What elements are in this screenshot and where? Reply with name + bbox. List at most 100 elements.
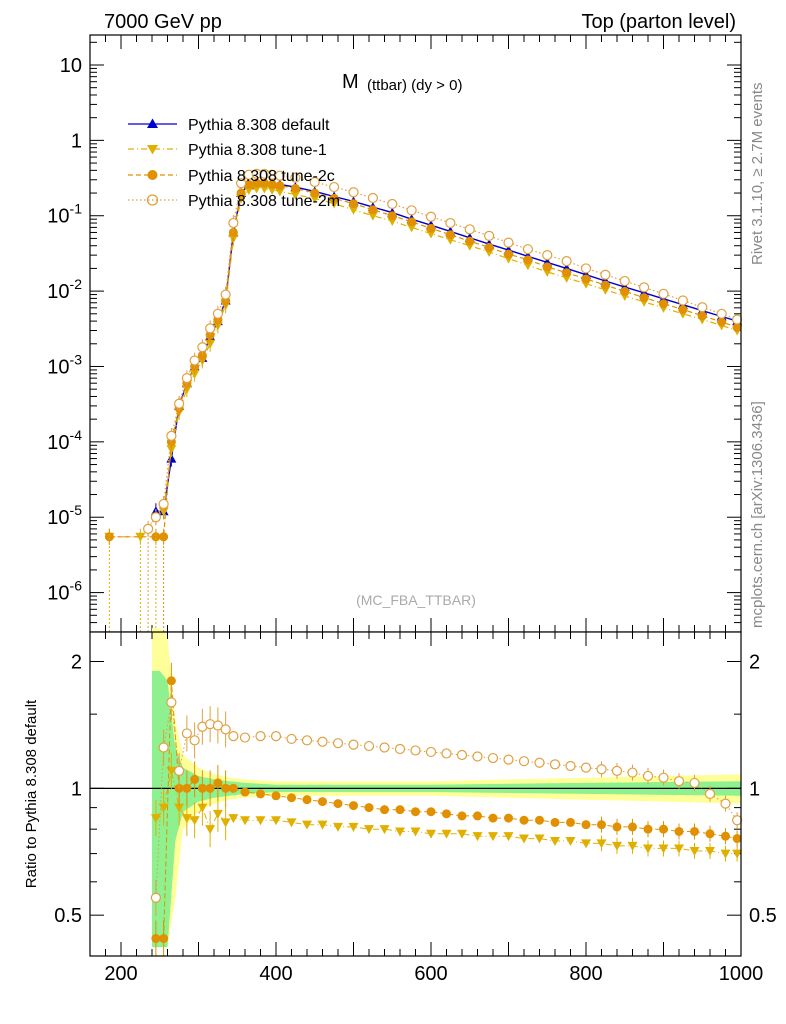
data-point (503, 237, 514, 248)
ratio-point (550, 836, 560, 846)
data-point (406, 223, 417, 233)
ratio-point (425, 746, 437, 758)
legend: Pythia 8.308 default Pythia 8.308 tune-1… (128, 117, 340, 210)
ratio-point (673, 776, 685, 787)
ratio-point (658, 844, 669, 854)
data-point (580, 263, 592, 274)
ratio-point (565, 836, 576, 846)
data-point (522, 244, 533, 255)
main-y-tick-label: 10-6 (47, 578, 82, 605)
data-point (367, 211, 378, 221)
ratio-point (566, 817, 575, 827)
ratio-point (239, 732, 251, 743)
ratio-point (549, 759, 561, 770)
main-axis-ticks: 10-6 10-5 10-4 10-3 10-2 10-1 1 10 (47, 35, 742, 632)
ratio-point (689, 777, 700, 789)
ratio-point (380, 805, 389, 815)
ratio-point (286, 818, 297, 828)
ratio-x-tick-label: 1000 (719, 963, 764, 985)
legend-marker-tune2c (147, 170, 158, 180)
ratio-point (442, 809, 451, 819)
data-point (290, 190, 301, 200)
ratio-point (255, 731, 266, 742)
ratio-point (410, 827, 421, 837)
legend-marker-default (147, 118, 158, 128)
ratio-point (628, 822, 637, 832)
ratio-point (456, 749, 468, 761)
ratio-point (270, 731, 282, 742)
watermark: (MC_FBA_TTBAR) (356, 592, 476, 608)
chart-title-sub: (ttbar) (dy > 0) (367, 77, 462, 94)
ratio-point (212, 809, 223, 819)
ratio-point (394, 743, 406, 755)
ratio-point (534, 834, 545, 844)
legend-marker-tune2m (146, 194, 159, 206)
main-y-tick-label: 10-3 (47, 351, 82, 378)
ratio-axis-ticks: 0.5 0.5 1 1 2 2 200 400 600 800 1000 (54, 632, 777, 985)
data-point (504, 249, 513, 259)
data-point (189, 355, 200, 366)
ratio-point (457, 811, 467, 821)
main-y-tick-label: 1 (71, 130, 82, 152)
ratio-point (221, 783, 231, 793)
ratio-point (333, 799, 343, 809)
data-point (367, 192, 378, 204)
ratio-point (182, 783, 192, 793)
ratio-point (213, 778, 223, 788)
data-point (150, 512, 161, 523)
data-point (732, 314, 743, 325)
legend-label-tune1: Pythia 8.308 tune-1 (188, 142, 327, 159)
main-y-tick-label: 10-4 (47, 427, 82, 454)
legend-entry-tune2c: Pythia 8.308 tune-2c (128, 168, 335, 185)
data-point (658, 288, 669, 299)
ratio-point (488, 832, 498, 842)
legend-label-tune2m: Pythia 8.308 tune-2m (188, 193, 340, 210)
data-point (425, 211, 437, 222)
ratio-point (395, 805, 405, 815)
ratio-point (256, 789, 265, 799)
data-point (445, 230, 455, 240)
ratio-point (611, 765, 623, 776)
ratio-point (301, 735, 313, 746)
data-point (158, 498, 169, 510)
ratio-point (151, 934, 161, 944)
data-point (697, 311, 707, 321)
ratio-point (286, 733, 297, 745)
ratio-point (659, 824, 668, 834)
ratio-point (487, 752, 499, 764)
data-point (236, 178, 247, 189)
ratio-point (205, 783, 215, 793)
ratio-point (596, 839, 607, 849)
data-point (620, 286, 630, 296)
ratio-point (240, 816, 250, 826)
ratio-point (174, 765, 185, 776)
ratio-point (181, 814, 192, 824)
ratio-point (472, 832, 483, 842)
ratio-point (181, 728, 192, 739)
ratio-series-group (150, 662, 743, 956)
data-point (274, 187, 285, 197)
ratio-y-tick-label-right: 0.5 (749, 905, 777, 927)
ratio-point (720, 798, 731, 809)
ratio-point (348, 822, 359, 832)
data-point (290, 172, 301, 183)
data-point (639, 282, 650, 293)
ratio-point (317, 736, 328, 747)
ratio-point (534, 757, 545, 768)
ratio-point (519, 815, 529, 825)
ratio-point (205, 825, 216, 835)
data-point (252, 178, 262, 188)
data-point (166, 430, 177, 441)
mcplots-label: mcplots.cern.ch [arXiv:1306.3436] (749, 401, 766, 628)
ratio-point (565, 760, 576, 772)
data-point (387, 198, 398, 210)
ratio-point (302, 820, 312, 830)
data-point (309, 176, 320, 188)
data-point (228, 217, 239, 229)
ratio-point (518, 756, 530, 767)
data-point (159, 532, 169, 542)
chart-title-main: M (342, 71, 359, 93)
ratio-point (197, 783, 207, 793)
legend-marker-tune1 (147, 145, 158, 155)
